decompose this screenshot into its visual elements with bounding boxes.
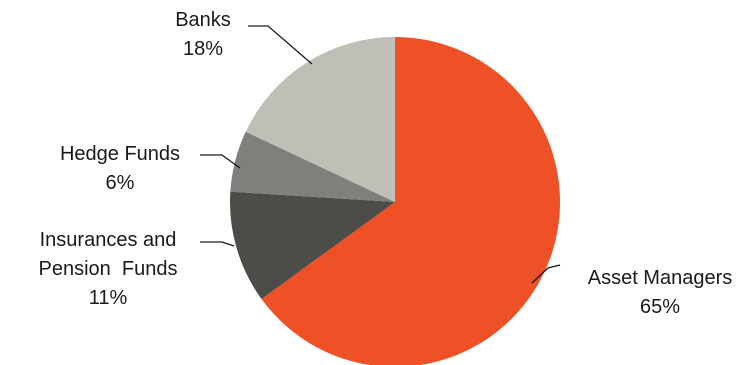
leader-line-asset-managers [531,264,561,284]
slice-label-hedge-funds-name: Hedge Funds [60,143,180,165]
slice-labels: Banks 18% Hedge Funds 6% Insurances and … [39,9,733,318]
pie-slice-hedge-funds [230,131,395,202]
pie-slices [230,37,560,365]
slice-label-asset-managers-name: Asset Managers [588,267,733,289]
leader-line-hedge-funds [200,154,241,169]
slice-label-banks-name: Banks [175,9,231,31]
slice-label-asset-managers-value: 65% [640,296,680,318]
slice-label-insurances-value: 11% [89,287,128,309]
pie-slice-insurances-and-pension-funds [230,191,395,299]
pie-slice-banks [245,37,395,202]
slice-label-hedge-funds-value: 6% [106,172,135,194]
slice-label-insurances-line2: Pension Funds [39,258,178,280]
leader-line-insurances-pension-funds [200,241,235,247]
leader-line-banks [248,25,313,65]
pie-slice-asset-managers [261,37,560,365]
slice-label-insurances-line1: Insurances and [40,229,177,251]
slice-label-banks-value: 18% [183,38,223,60]
label-leader-lines [200,25,561,284]
